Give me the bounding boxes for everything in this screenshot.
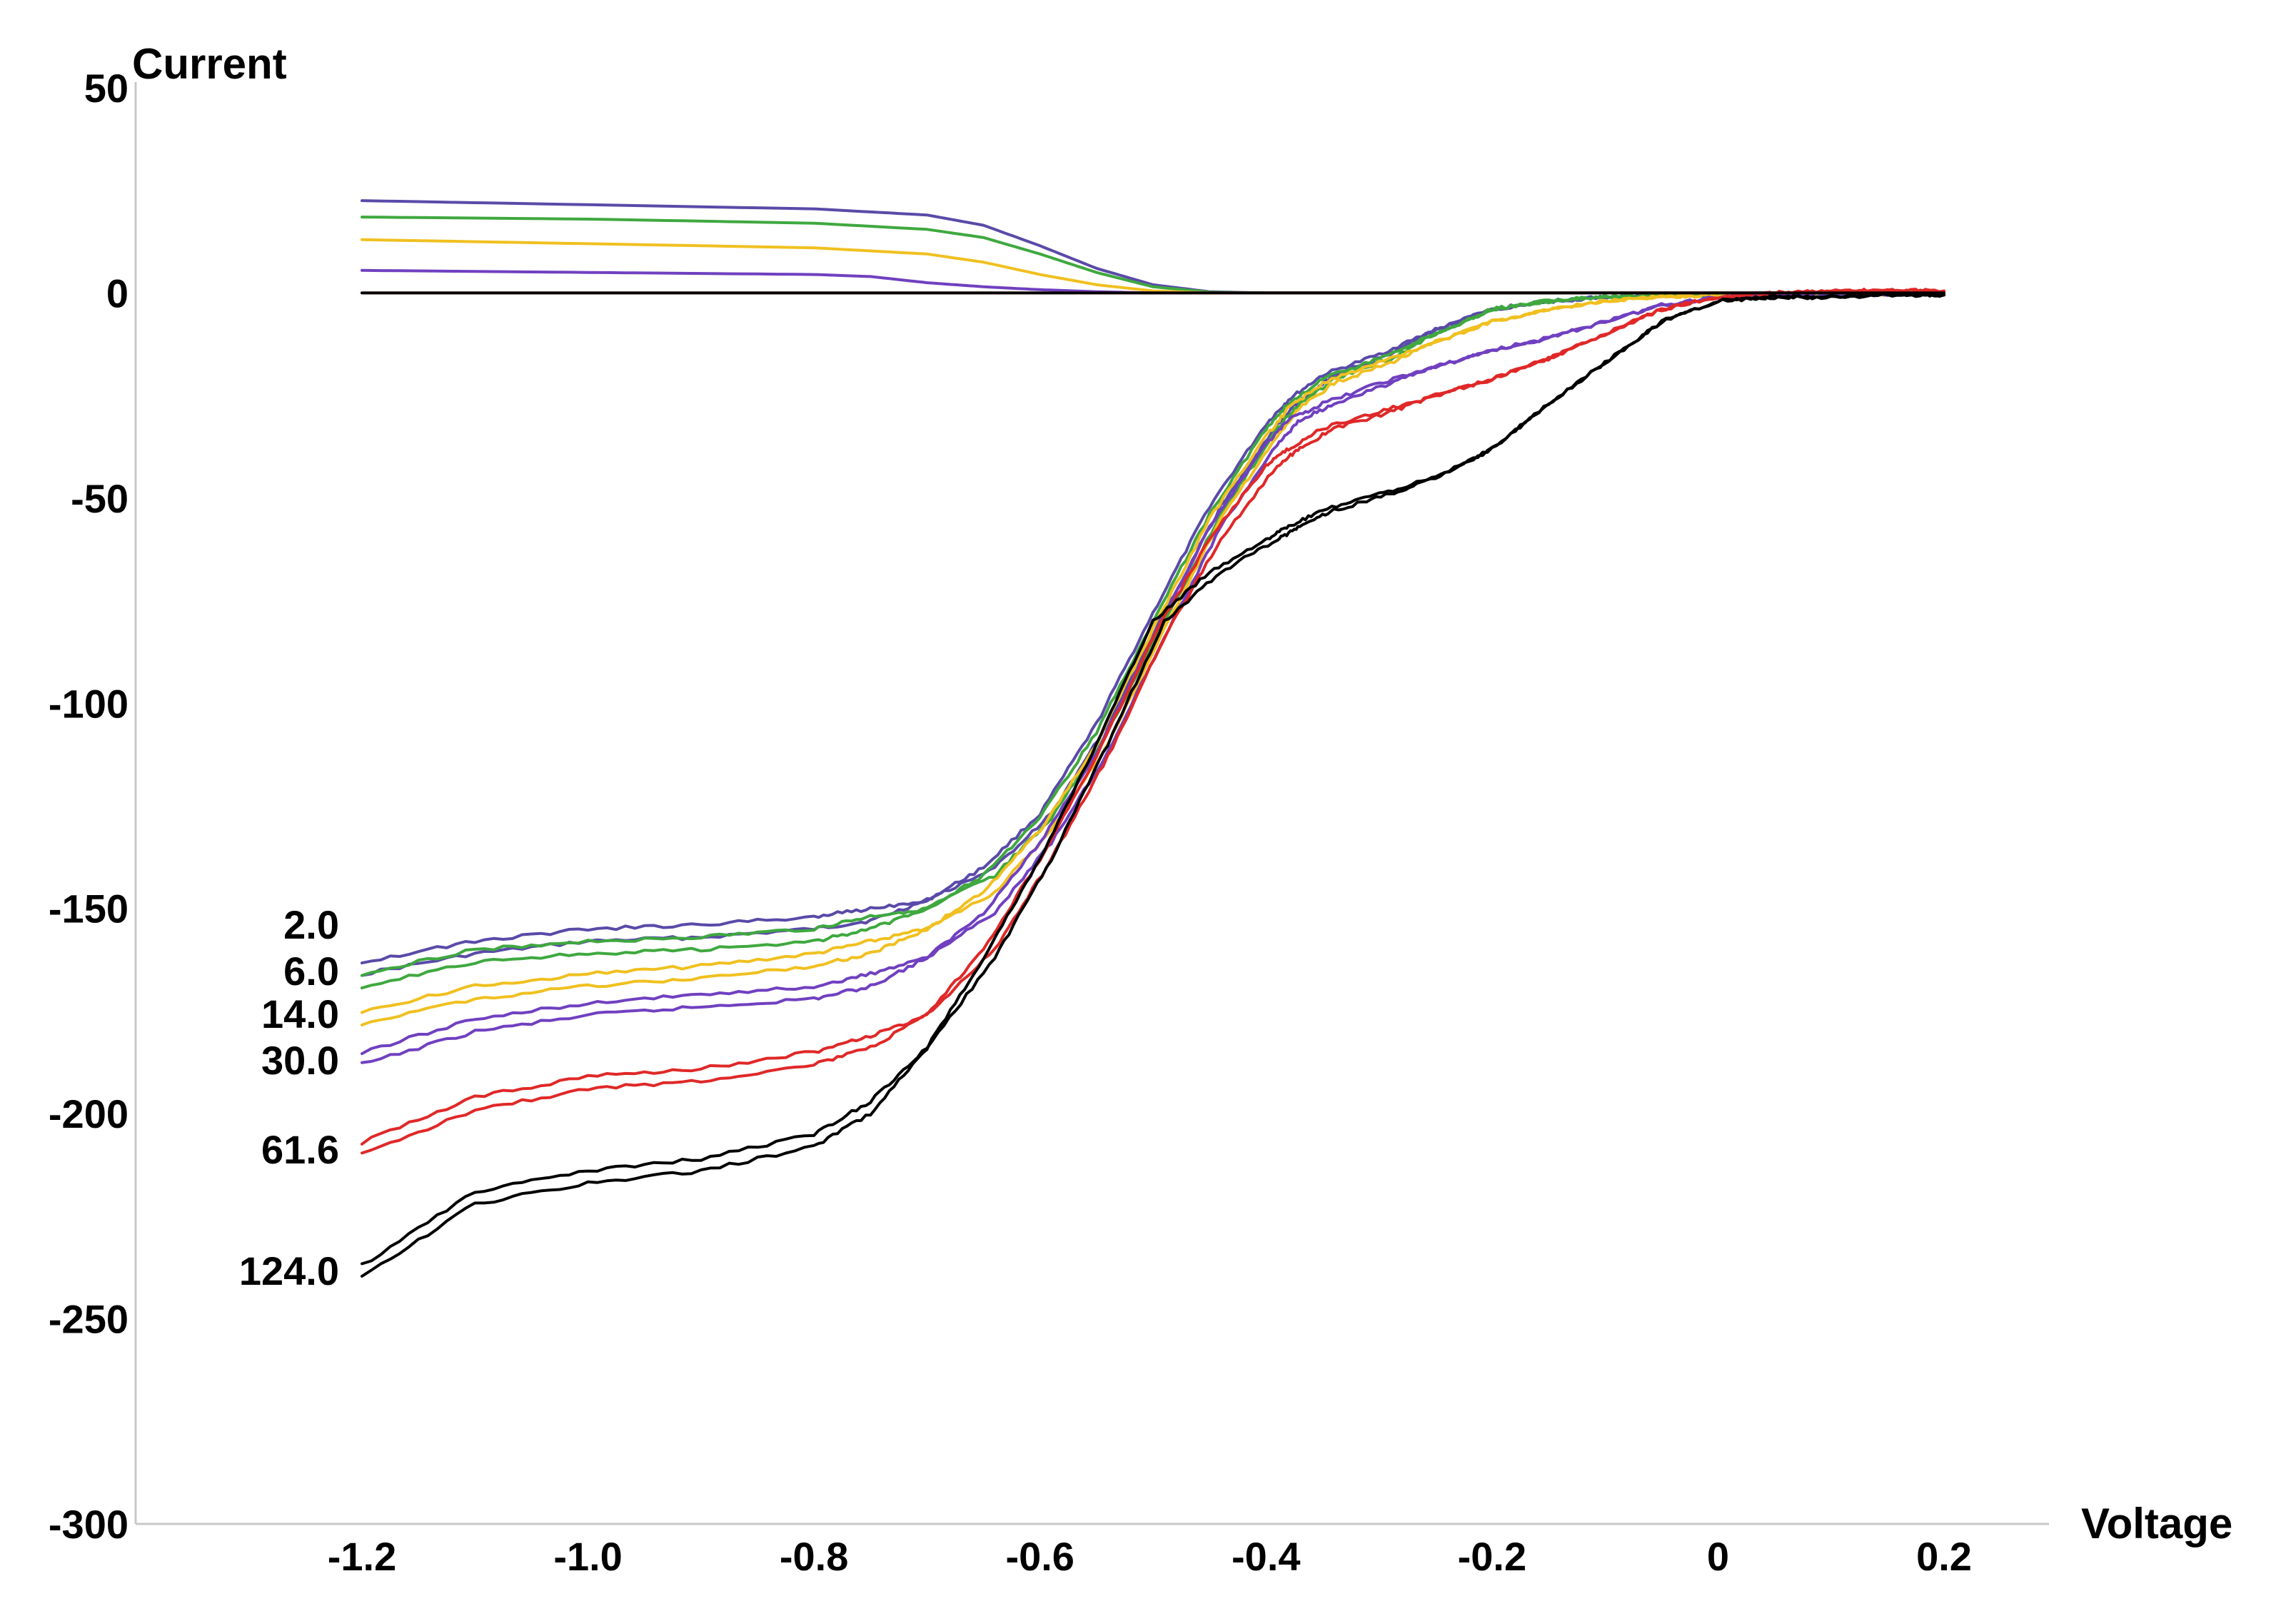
series-cathodic-return-curve [361, 288, 1945, 1146]
series-cathodic-curve [361, 292, 1945, 1278]
y-tick-label: -300 [49, 1502, 129, 1547]
series-labels: 2.06.014.030.0 61.6 124.0 [239, 902, 339, 1293]
series-anodic-curve [361, 199, 1945, 295]
x-tick-label: -0.2 [1458, 1534, 1527, 1579]
series-cathodic-return-curve [361, 292, 1945, 1266]
series-cathodic-curve [361, 291, 1945, 1064]
x-tick-label: 0.2 [1916, 1534, 1972, 1579]
y-tick-label: -250 [49, 1297, 129, 1342]
x-tick-label: -0.8 [780, 1534, 849, 1579]
y-tick-label: -50 [71, 476, 129, 521]
x-tick-label: -0.6 [1005, 1534, 1074, 1579]
y-tick-label: -200 [49, 1091, 129, 1136]
y-tick-labels: 50 0 -50 -100 -150 -200 -250 -300 [49, 66, 129, 1547]
series-cathodic-return-curve [361, 291, 1945, 1014]
x-tick-label: -1.2 [328, 1534, 397, 1579]
series-curves [361, 199, 1945, 1278]
series-cathodic-curve [361, 288, 1945, 1155]
axes [134, 82, 2049, 1525]
y-axis-title: Current [132, 40, 287, 88]
series-label: 61.6 [261, 1127, 339, 1172]
series-label: 6.0 [283, 949, 339, 994]
y-tick-label: 0 [106, 271, 129, 315]
series-label: 2.0 [283, 902, 339, 947]
x-tick-label: 0 [1707, 1534, 1729, 1579]
series-label: 14.0 [261, 991, 339, 1036]
x-tick-label: -0.4 [1232, 1534, 1301, 1579]
series-anodic-curve [361, 216, 1945, 295]
x-tick-label: -1.0 [553, 1534, 623, 1579]
series-label: 124.0 [239, 1248, 339, 1293]
y-tick-label: -100 [49, 681, 129, 726]
x-axis-title: Voltage [2081, 1500, 2232, 1547]
x-tick-labels: -1.2 -1.0 -0.8 -0.6 -0.4 -0.2 0 0.2 [328, 1534, 1972, 1579]
series-label: 30.0 [261, 1038, 339, 1083]
y-tick-label: -150 [49, 887, 129, 931]
y-tick-label: 50 [84, 66, 129, 111]
